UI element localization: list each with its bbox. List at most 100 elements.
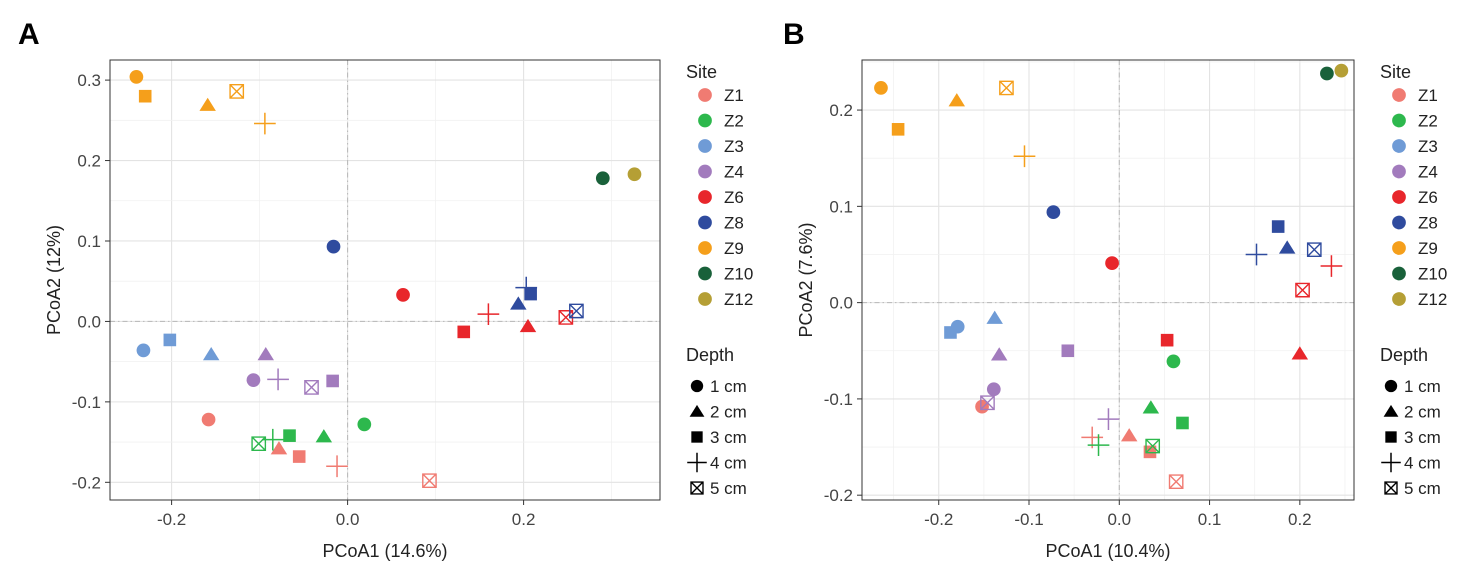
plot-frame bbox=[861, 59, 1355, 501]
legend-site-label: Z10 bbox=[1418, 265, 1447, 284]
data-point bbox=[986, 382, 1001, 397]
legend-site-marker bbox=[1392, 241, 1406, 255]
legend-site-marker bbox=[698, 164, 712, 179]
legend-depth-marker bbox=[687, 452, 707, 473]
y-tick-label: -0.1 bbox=[824, 390, 853, 409]
legend-depth-label: 4 cm bbox=[710, 454, 747, 473]
y-tick-label: -0.1 bbox=[72, 393, 101, 412]
data-point bbox=[1105, 256, 1119, 271]
legend-site-marker bbox=[698, 139, 712, 153]
data-point bbox=[1061, 344, 1075, 358]
data-point bbox=[1097, 408, 1120, 430]
y-tick-label: 0.3 bbox=[77, 71, 101, 90]
data-point bbox=[1087, 434, 1110, 456]
legend-site-label: Z6 bbox=[724, 188, 744, 207]
data-point bbox=[944, 326, 957, 339]
x-axis-title: PCoA1 (14.6%) bbox=[322, 541, 447, 561]
legend-depth-marker bbox=[1384, 481, 1398, 495]
data-point bbox=[990, 347, 1008, 361]
data-point bbox=[1291, 346, 1309, 360]
y-tick-label: 0.1 bbox=[829, 197, 853, 216]
y-tick-label: 0.0 bbox=[829, 294, 853, 313]
legend-depth-marker bbox=[689, 404, 705, 417]
legend-site-marker bbox=[698, 190, 712, 204]
x-tick-label: -0.2 bbox=[924, 510, 953, 529]
data-point bbox=[136, 343, 151, 358]
x-tick-label: 0.0 bbox=[1107, 510, 1131, 529]
data-point bbox=[1306, 242, 1322, 258]
data-point bbox=[326, 374, 339, 388]
data-point bbox=[874, 81, 888, 95]
legend: Site Z1 Z2 Z3 Z4 Z6 Z8 Z9 Z10 Z12 Depth 1 cm 2 cm 3 c… bbox=[686, 62, 753, 498]
data-point bbox=[595, 171, 610, 186]
legend-depth-label: 5 cm bbox=[710, 479, 747, 498]
panel-tag: A bbox=[18, 18, 40, 51]
data-point bbox=[1176, 416, 1189, 430]
data-point bbox=[1013, 145, 1036, 168]
data-point bbox=[1278, 240, 1296, 254]
legend-site-title: Site bbox=[686, 62, 717, 82]
legend-site-marker bbox=[1392, 164, 1406, 179]
grid bbox=[862, 60, 1354, 500]
y-tick-label: 0.2 bbox=[829, 101, 853, 120]
data-point bbox=[524, 287, 537, 301]
legend-depth-marker bbox=[1384, 379, 1398, 393]
data-point bbox=[138, 89, 152, 103]
legend-site-marker bbox=[698, 241, 712, 255]
data-point bbox=[326, 455, 348, 478]
legend-site-marker bbox=[698, 88, 712, 102]
legend-depth-label: 1 cm bbox=[710, 377, 747, 396]
data-point bbox=[129, 70, 144, 84]
legend-depth-label: 2 cm bbox=[1404, 403, 1441, 422]
x-tick-label: 0.1 bbox=[1198, 510, 1222, 529]
legend-site-label: Z3 bbox=[1418, 137, 1438, 156]
y-tick-label: -0.2 bbox=[824, 486, 853, 505]
data-point bbox=[202, 347, 220, 361]
data-point bbox=[891, 123, 905, 136]
legend-site-label: Z1 bbox=[1418, 86, 1438, 105]
legend-site-marker bbox=[1392, 139, 1406, 153]
legend-depth-title: Depth bbox=[686, 345, 734, 365]
data-point bbox=[1320, 66, 1334, 81]
data-point bbox=[1168, 474, 1184, 490]
x-tick-label: -0.2 bbox=[157, 510, 186, 529]
legend-depth-marker bbox=[690, 379, 704, 393]
data-point bbox=[326, 239, 341, 254]
legend-depth-label: 3 cm bbox=[710, 428, 747, 447]
legend-site-label: Z4 bbox=[724, 163, 744, 182]
legend-site-marker bbox=[698, 113, 712, 128]
legend-depth-marker bbox=[691, 431, 703, 443]
data-point bbox=[270, 441, 288, 455]
data-point bbox=[292, 450, 306, 463]
grid bbox=[110, 60, 660, 500]
legend-site-label: Z2 bbox=[1418, 112, 1438, 131]
legend-site-label: Z1 bbox=[724, 86, 744, 105]
legend-depth-marker bbox=[1381, 452, 1401, 473]
data-point bbox=[254, 112, 276, 135]
data-point bbox=[1143, 445, 1157, 459]
data-point bbox=[1334, 63, 1349, 78]
data-point bbox=[229, 84, 245, 99]
x-tick-label: -0.1 bbox=[1014, 510, 1043, 529]
data-point bbox=[477, 303, 500, 326]
data-point bbox=[1160, 333, 1174, 347]
legend-site-label: Z8 bbox=[724, 214, 744, 233]
data-point bbox=[999, 80, 1014, 96]
x-tick-label: 0.0 bbox=[336, 510, 360, 529]
data-point bbox=[304, 380, 319, 395]
data-point bbox=[1142, 400, 1160, 414]
legend-depth-label: 3 cm bbox=[1404, 428, 1441, 447]
legend-depth-marker bbox=[690, 481, 704, 495]
data-point bbox=[1271, 220, 1285, 233]
panel-b: B -0.2 -0.1 0.0 0.1 0.2 -0.2 -0.1 0.0 0.1 0.2 PCoA1… bbox=[783, 18, 1447, 561]
legend-site-marker bbox=[1392, 292, 1406, 306]
legend-site-marker bbox=[1392, 113, 1406, 128]
legend-depth-title: Depth bbox=[1380, 345, 1428, 365]
plot-frame bbox=[109, 59, 661, 501]
y-axis-title: PCoA2 (12%) bbox=[44, 225, 64, 335]
legend-site-label: Z8 bbox=[1418, 214, 1438, 233]
legend: Site Z1 Z2 Z3 Z4 Z6 Z8 Z9 Z10 Z12 Depth 1 cm 2 cm 3 c… bbox=[1380, 62, 1447, 498]
y-axis-title: PCoA2 (7.6%) bbox=[796, 222, 816, 337]
x-tick-label: 0.2 bbox=[1288, 510, 1312, 529]
